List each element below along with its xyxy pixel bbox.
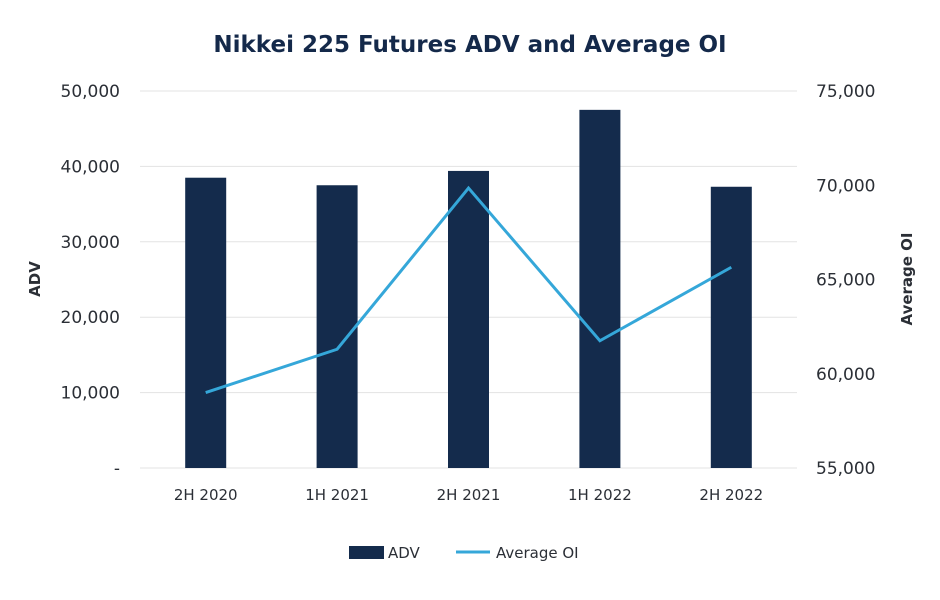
x-tick-label: 2H 2020 <box>174 486 238 504</box>
right-tick-label: 75,000 <box>816 82 875 102</box>
legend: ADV Average OI <box>349 544 579 562</box>
right-tick-label: 60,000 <box>816 365 875 385</box>
legend-adv-swatch <box>349 546 384 559</box>
x-axis-ticks: 2H 2020 1H 2021 2H 2021 1H 2022 2H 2022 <box>174 486 763 504</box>
x-tick-label: 2H 2021 <box>437 486 501 504</box>
legend-oi-label: Average OI <box>496 544 579 562</box>
left-tick-label: 10,000 <box>61 384 120 404</box>
legend-adv-label: ADV <box>388 544 421 562</box>
adv-bar <box>316 185 358 468</box>
adv-bar <box>710 186 752 468</box>
adv-bar <box>185 177 227 468</box>
right-tick-label: 65,000 <box>816 271 875 291</box>
left-tick-label: 20,000 <box>61 308 120 328</box>
left-tick-label: 30,000 <box>61 233 120 253</box>
chart-title: Nikkei 225 Futures ADV and Average OI <box>213 32 726 58</box>
x-tick-label: 2H 2022 <box>699 486 763 504</box>
left-tick-label: 50,000 <box>61 82 120 102</box>
right-axis-ticks: 55,000 60,000 65,000 70,000 75,000 <box>816 82 875 479</box>
right-tick-label: 70,000 <box>816 176 875 196</box>
left-tick-label: - <box>114 459 120 479</box>
right-axis-label: Average OI <box>898 232 916 325</box>
left-tick-label: 40,000 <box>61 157 120 177</box>
adv-bar <box>579 109 621 468</box>
right-tick-label: 55,000 <box>816 459 875 479</box>
x-tick-label: 1H 2021 <box>305 486 369 504</box>
average-oi-line <box>205 185 733 395</box>
left-axis-ticks: - 10,000 20,000 30,000 40,000 50,000 <box>61 82 120 479</box>
adv-bars <box>185 109 752 468</box>
x-tick-label: 1H 2022 <box>568 486 632 504</box>
adv-bar <box>448 170 489 468</box>
left-axis-label: ADV <box>26 261 44 297</box>
